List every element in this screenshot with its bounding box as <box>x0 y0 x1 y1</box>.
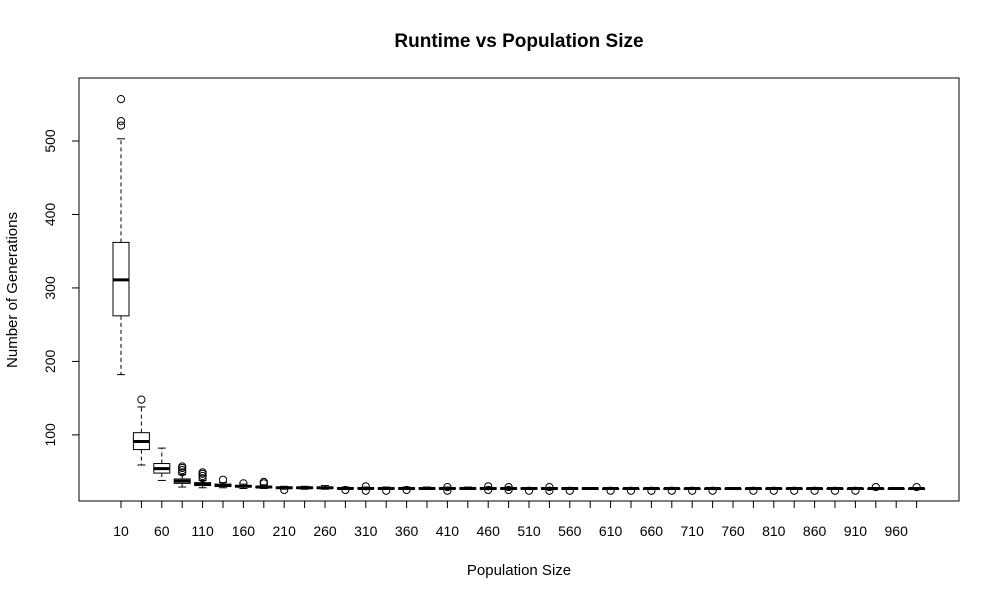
chart-marks: 100 200 300 400 500 10 60 110 160 210 260 310 360 410… <box>42 95 926 539</box>
x-tick-label: 110 <box>191 523 214 539</box>
outlier-point <box>851 486 860 495</box>
x-tick-label: 610 <box>599 523 623 539</box>
y-tick-label: 100 <box>42 423 58 447</box>
y-tick-label: 500 <box>42 129 58 153</box>
outlier-point <box>116 121 126 130</box>
outlier-point <box>565 486 574 495</box>
chart-title: Runtime vs Population Size <box>394 31 643 52</box>
outlier-point <box>178 466 187 475</box>
x-tick-label: 760 <box>721 523 745 539</box>
outlier-point <box>218 475 228 484</box>
outlier-point <box>137 395 146 404</box>
outlier-point <box>116 95 126 104</box>
x-tick-label: 460 <box>477 523 501 539</box>
outlier-point <box>280 485 289 495</box>
x-tick-label: 410 <box>436 523 460 539</box>
x-tick-label: 160 <box>232 523 256 539</box>
outlier-point <box>871 482 880 492</box>
x-tick-label: 360 <box>395 523 419 539</box>
outlier-point <box>484 485 493 495</box>
x-tick-label: 560 <box>558 523 582 539</box>
outlier-point <box>443 482 452 492</box>
x-tick-label: 710 <box>681 523 705 539</box>
outlier-point <box>647 486 656 495</box>
y-tick-label: 400 <box>42 203 58 227</box>
y-tick-label: 300 <box>42 276 58 300</box>
outlier-point <box>912 482 921 492</box>
outlier-point <box>178 468 187 477</box>
outlier-point <box>810 486 819 495</box>
outlier-point <box>198 471 207 481</box>
outlier-point <box>545 482 554 492</box>
outlier-point <box>667 486 676 495</box>
x-tick-label: 60 <box>154 523 170 539</box>
outlier-point <box>178 462 187 471</box>
outlier-point <box>688 486 697 495</box>
outlier-point <box>504 485 513 495</box>
x-tick-label: 210 <box>273 523 297 539</box>
x-tick-label: 960 <box>885 523 909 539</box>
outlier-point <box>790 486 799 495</box>
y-axis-label: Number of Generations <box>4 212 21 368</box>
outlier-point <box>402 485 411 495</box>
outlier-point <box>443 486 452 495</box>
x-tick-label: 260 <box>313 523 337 539</box>
outlier-point <box>708 486 717 495</box>
outlier-point <box>259 477 268 486</box>
y-tick-label: 200 <box>42 350 58 374</box>
outlier-point <box>769 486 778 495</box>
outlier-point <box>545 486 554 495</box>
outlier-point <box>606 486 615 495</box>
x-tick-label: 660 <box>640 523 664 539</box>
x-tick-label: 910 <box>844 523 868 539</box>
x-tick-label: 810 <box>762 523 786 539</box>
x-tick-label: 510 <box>517 523 541 539</box>
outlier-point <box>198 468 207 477</box>
x-tick-label: 10 <box>113 523 129 539</box>
x-axis-label: Population Size <box>467 562 571 579</box>
outlier-point <box>382 486 391 495</box>
outlier-point <box>239 479 248 488</box>
outlier-point <box>504 482 513 492</box>
outlier-point <box>198 474 207 483</box>
outlier-point <box>830 486 840 495</box>
x-tick-label: 310 <box>354 523 378 539</box>
outlier-point <box>361 486 370 495</box>
outlier-point <box>524 486 534 495</box>
outlier-point <box>341 485 350 495</box>
x-tick-label: 860 <box>803 523 827 539</box>
outlier-point <box>116 117 126 126</box>
plot-frame <box>78 77 960 502</box>
outlier-point <box>361 482 370 491</box>
outlier-point <box>626 486 636 495</box>
outlier-point <box>749 486 758 495</box>
outlier-point <box>484 482 493 491</box>
